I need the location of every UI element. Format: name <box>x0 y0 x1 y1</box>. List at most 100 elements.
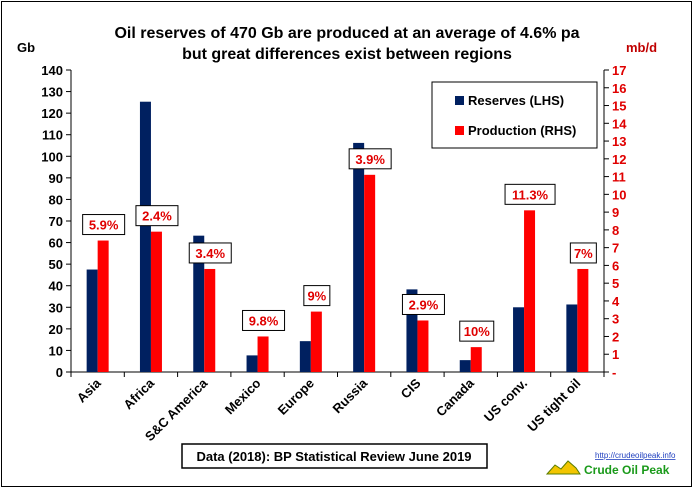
logo-name: Crude Oil Peak <box>584 463 670 477</box>
bar-reserves <box>353 142 365 372</box>
bar-production <box>150 231 162 372</box>
right-tick-label: 9 <box>612 205 619 220</box>
annotation-box <box>82 214 126 236</box>
right-tick-label: 16 <box>612 81 626 96</box>
left-axis-label: Gb <box>17 40 35 55</box>
category-label: Africa <box>120 375 157 412</box>
left-tick-label: 50 <box>49 257 63 272</box>
left-tick-label: 40 <box>49 279 63 294</box>
legend-label-production: Production (RHS) <box>468 123 576 138</box>
left-tick-label: 140 <box>41 63 63 78</box>
right-tick-label: 7 <box>612 241 619 256</box>
logo-url: http://crudeoilpeak.info <box>595 451 676 460</box>
bar-reserves <box>246 355 258 372</box>
annotation-box <box>348 148 392 170</box>
bar-production <box>257 336 269 372</box>
legend-swatch-production <box>455 126 464 135</box>
category-label: Asia <box>74 375 105 406</box>
left-tick-label: 10 <box>49 343 63 358</box>
right-tick-label: 2 <box>612 329 619 344</box>
left-tick-label: 0 <box>56 365 63 380</box>
legend-label-reserves: Reserves (LHS) <box>468 93 564 108</box>
right-tick-label: 6 <box>612 258 619 273</box>
legend-box <box>431 81 598 149</box>
annotation-box <box>303 285 331 307</box>
annotation-box <box>504 183 556 205</box>
bar-production <box>470 347 482 372</box>
bar-production <box>204 268 216 372</box>
bar-production <box>524 210 536 372</box>
annotation-label: 11.3% <box>512 187 549 202</box>
annotation-label: 3.9% <box>355 152 385 167</box>
right-tick-label: 8 <box>612 223 619 238</box>
bar-reserves <box>566 304 578 372</box>
left-tick-label: 60 <box>49 236 63 251</box>
right-tick-label: 17 <box>612 63 626 78</box>
crude-oil-peak-logo: http://crudeoilpeak.info Crude Oil Peak <box>545 451 676 477</box>
category-label: CIS <box>398 375 424 401</box>
bar-reserves <box>193 235 205 372</box>
left-tick-label: 110 <box>42 128 63 143</box>
annotation-label: 2.4% <box>142 209 172 224</box>
left-tick-label: 100 <box>41 149 63 164</box>
left-tick-label: 20 <box>49 322 63 337</box>
left-tick-label: 80 <box>49 192 63 207</box>
bar-reserves <box>86 269 98 372</box>
bar-production <box>417 320 429 372</box>
bar-reserves <box>459 360 471 372</box>
right-tick-label: 13 <box>612 134 626 149</box>
bar-production <box>310 311 322 372</box>
annotation-box <box>569 242 597 264</box>
annotation-label: 9.8% <box>249 313 279 328</box>
left-tick-label: 30 <box>49 300 63 315</box>
bar-reserves <box>513 307 525 372</box>
chart-title-line-1: Oil reserves of 470 Gb are produced at a… <box>114 25 579 42</box>
source-note-box <box>181 443 488 469</box>
bar-reserves <box>299 341 311 372</box>
bar-production <box>97 240 109 372</box>
category-label: Russia <box>330 375 371 416</box>
annotation-label: 9% <box>307 289 326 304</box>
category-label: US conv. <box>481 376 530 425</box>
annotation-label: 3.4% <box>195 246 225 261</box>
right-tick-label: 5 <box>612 276 619 291</box>
right-tick-label: 15 <box>612 99 626 114</box>
legend-swatch-reserves <box>455 96 464 105</box>
source-note: Data (2018): BP Statistical Review June … <box>181 443 488 469</box>
bar-reserves <box>139 101 151 373</box>
right-tick-label: 10 <box>612 187 626 202</box>
chart-title-line-2: but great differences exist between regi… <box>182 46 512 63</box>
left-tick-label: 70 <box>49 214 63 229</box>
right-tick-label: 4 <box>612 294 620 309</box>
annotation-label: 7% <box>574 246 593 261</box>
bar-production <box>577 268 589 372</box>
annotation-box <box>188 242 232 264</box>
annotation-box <box>242 309 286 331</box>
legend: Reserves (LHS) Production (RHS) <box>431 81 598 149</box>
bar-production <box>364 174 376 372</box>
right-tick-label: 1 <box>612 347 619 362</box>
logo-peak-graphic-icon <box>545 460 581 475</box>
left-tick-label: 130 <box>41 85 63 100</box>
annotation-box <box>135 205 179 227</box>
source-note-text: Data (2018): BP Statistical Review June … <box>196 449 471 464</box>
annotation-label: 2.9% <box>409 297 439 312</box>
right-tick-label: 12 <box>612 152 626 167</box>
category-label: Mexico <box>222 375 264 417</box>
category-label: US tight oil <box>524 376 583 435</box>
right-tick-label: 14 <box>612 116 627 131</box>
annotation-label: 10% <box>464 324 490 339</box>
category-label: Europe <box>275 376 317 418</box>
right-axis-label: mb/d <box>626 40 657 55</box>
annotation-box <box>401 293 445 315</box>
annotation-box <box>459 320 495 342</box>
bar-reserves <box>406 289 418 372</box>
right-tick-label: 11 <box>612 170 626 185</box>
right-tick-label: 3 <box>612 312 619 327</box>
annotation-label: 5.9% <box>89 218 119 233</box>
category-label: Canada <box>433 375 477 419</box>
left-tick-label: 90 <box>49 171 63 186</box>
right-tick-label: - <box>612 365 616 380</box>
